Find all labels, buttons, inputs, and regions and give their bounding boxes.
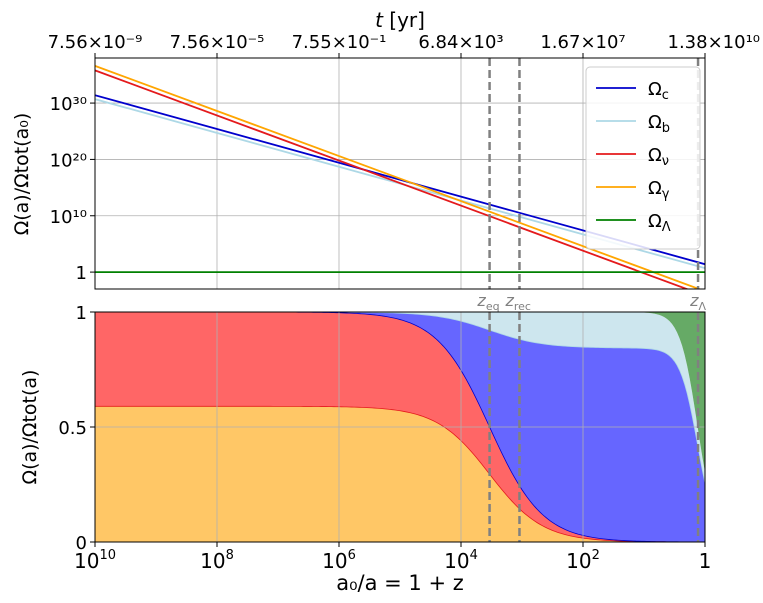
area-edge-2 (95, 312, 705, 484)
time-tick-label-2: 7.55×10⁻¹ (292, 32, 387, 53)
time-tick-label-4: 1.67×10⁷ (540, 32, 625, 53)
area-3 (95, 312, 705, 484)
area-0 (95, 406, 705, 542)
legend-label-sub-0: c (662, 88, 669, 103)
time-tick-label-0: 7.56×10⁻⁹ (48, 32, 143, 53)
top-axis-label: t [yr] (375, 8, 425, 32)
top-y-axis-label: Ω(a)/Ωtot(a₀) (11, 113, 33, 236)
legend-label-sub-3: γ (662, 187, 670, 202)
time-tick-label-5: 1.38×10¹⁰ (668, 32, 761, 53)
bottom-xtick-label-4: 102 (566, 548, 600, 573)
top-y-ticks: 1 10¹⁰ 10²⁰ 10³⁰ (50, 94, 95, 284)
z_rec-label-var: z (504, 291, 514, 310)
bottom-xtick-base-5: 1 (699, 549, 712, 573)
z_lambda-label-var: z (689, 291, 699, 310)
top-time-ticks: 7.56×10⁻⁹ 7.56×10⁻⁵ 7.55×10⁻¹ 6.84×10³ 1.67×… (48, 32, 760, 58)
bottom-ytick-label-2: 1 (76, 303, 87, 324)
bottom-xtick-base-2: 10 (322, 549, 347, 573)
bottom-xtick-label-5: 1 (699, 549, 712, 573)
top-ytick-label-1: 10¹⁰ (50, 207, 87, 228)
area-edge-1 (95, 312, 705, 542)
bottom-xtick-exp-1: 8 (226, 548, 234, 563)
bottom-xtick-base-0: 10 (74, 549, 99, 573)
bottom-xtick-exp-4: 2 (592, 548, 600, 563)
area-2 (95, 312, 705, 542)
area-1 (95, 312, 705, 542)
bottom-ytick-label-1: 0.5 (58, 418, 87, 439)
z_lambda-label: zΛ (689, 291, 706, 313)
z_rec-label: zrec (504, 291, 531, 313)
legend-label-1: Ωb (648, 112, 670, 136)
bottom-xtick-label-3: 104 (444, 548, 478, 573)
top-axis-label-unit: [yr] (383, 8, 425, 32)
bottom-x-ticks: 1010 108 106 104 102 1 (74, 542, 711, 573)
legend-label-sub-4: Λ (662, 220, 671, 235)
top-plot-frame (94, 57, 706, 290)
bottom-xtick-base-1: 10 (200, 549, 225, 573)
legend-label-base-0: Ω (648, 79, 662, 100)
bottom-xtick-exp-3: 4 (470, 548, 478, 563)
bottom-xtick-label-2: 106 (322, 548, 356, 573)
top-axis-label-var: t (375, 8, 384, 32)
legend-label-sub-2: ν (662, 154, 669, 169)
bottom-y-ticks: 00.51 (58, 303, 95, 554)
bottom-xtick-base-3: 10 (444, 549, 469, 573)
top-ytick-label-0: 1 (76, 263, 87, 284)
legend-label-sub-1: b (662, 121, 670, 136)
series-line-2 (95, 69, 690, 289)
bottom-xtick-label-1: 108 (200, 548, 234, 573)
z_eq-label-sub: eq (486, 300, 500, 313)
bottom-xtick-exp-0: 10 (99, 548, 116, 563)
legend-label-base-2: Ω (648, 145, 662, 166)
bottom-stacked-areas (95, 312, 705, 542)
top-ytick-label-3: 10³⁰ (50, 94, 87, 115)
bottom-xtick-label-0: 1010 (74, 548, 116, 573)
z_eq-label: zeq (476, 291, 499, 313)
series-line-3 (95, 65, 702, 289)
legend-label-3: Ωγ (648, 178, 670, 202)
bottom-xtick-exp-2: 6 (348, 548, 356, 563)
area-edge-0 (95, 405, 705, 542)
z_lambda-label-sub: Λ (698, 300, 706, 313)
bottom-x-axis-label: a₀/a = 1 + z (336, 571, 464, 595)
bottom-panel: 00.51 1010 108 106 104 102 1 Ω(a)/Ωtot(a) a₀/… (19, 303, 711, 595)
bottom-vlines (488, 312, 700, 542)
legend-label-4: ΩΛ (648, 211, 671, 235)
bottom-xtick-base-4: 10 (566, 549, 591, 573)
top-ytick-label-2: 10²⁰ (50, 150, 87, 171)
legend-box (585, 66, 701, 250)
legend-label-base-4: Ω (648, 211, 662, 232)
legend-label-base-3: Ω (648, 178, 662, 199)
bottom-y-axis-label: Ω(a)/Ωtot(a) (19, 370, 41, 485)
z_rec-label-sub: rec (514, 300, 531, 313)
time-tick-label-1: 7.56×10⁻⁵ (170, 32, 265, 53)
z_eq-label-var: z (476, 291, 486, 310)
legend-label-base-1: Ω (648, 112, 662, 133)
legend-label-0: Ωc (648, 79, 669, 103)
legend-label-2: Ων (648, 145, 669, 169)
time-tick-label-3: 6.84×10³ (418, 32, 503, 53)
bottom-ytick-label-0: 0 (76, 533, 87, 554)
